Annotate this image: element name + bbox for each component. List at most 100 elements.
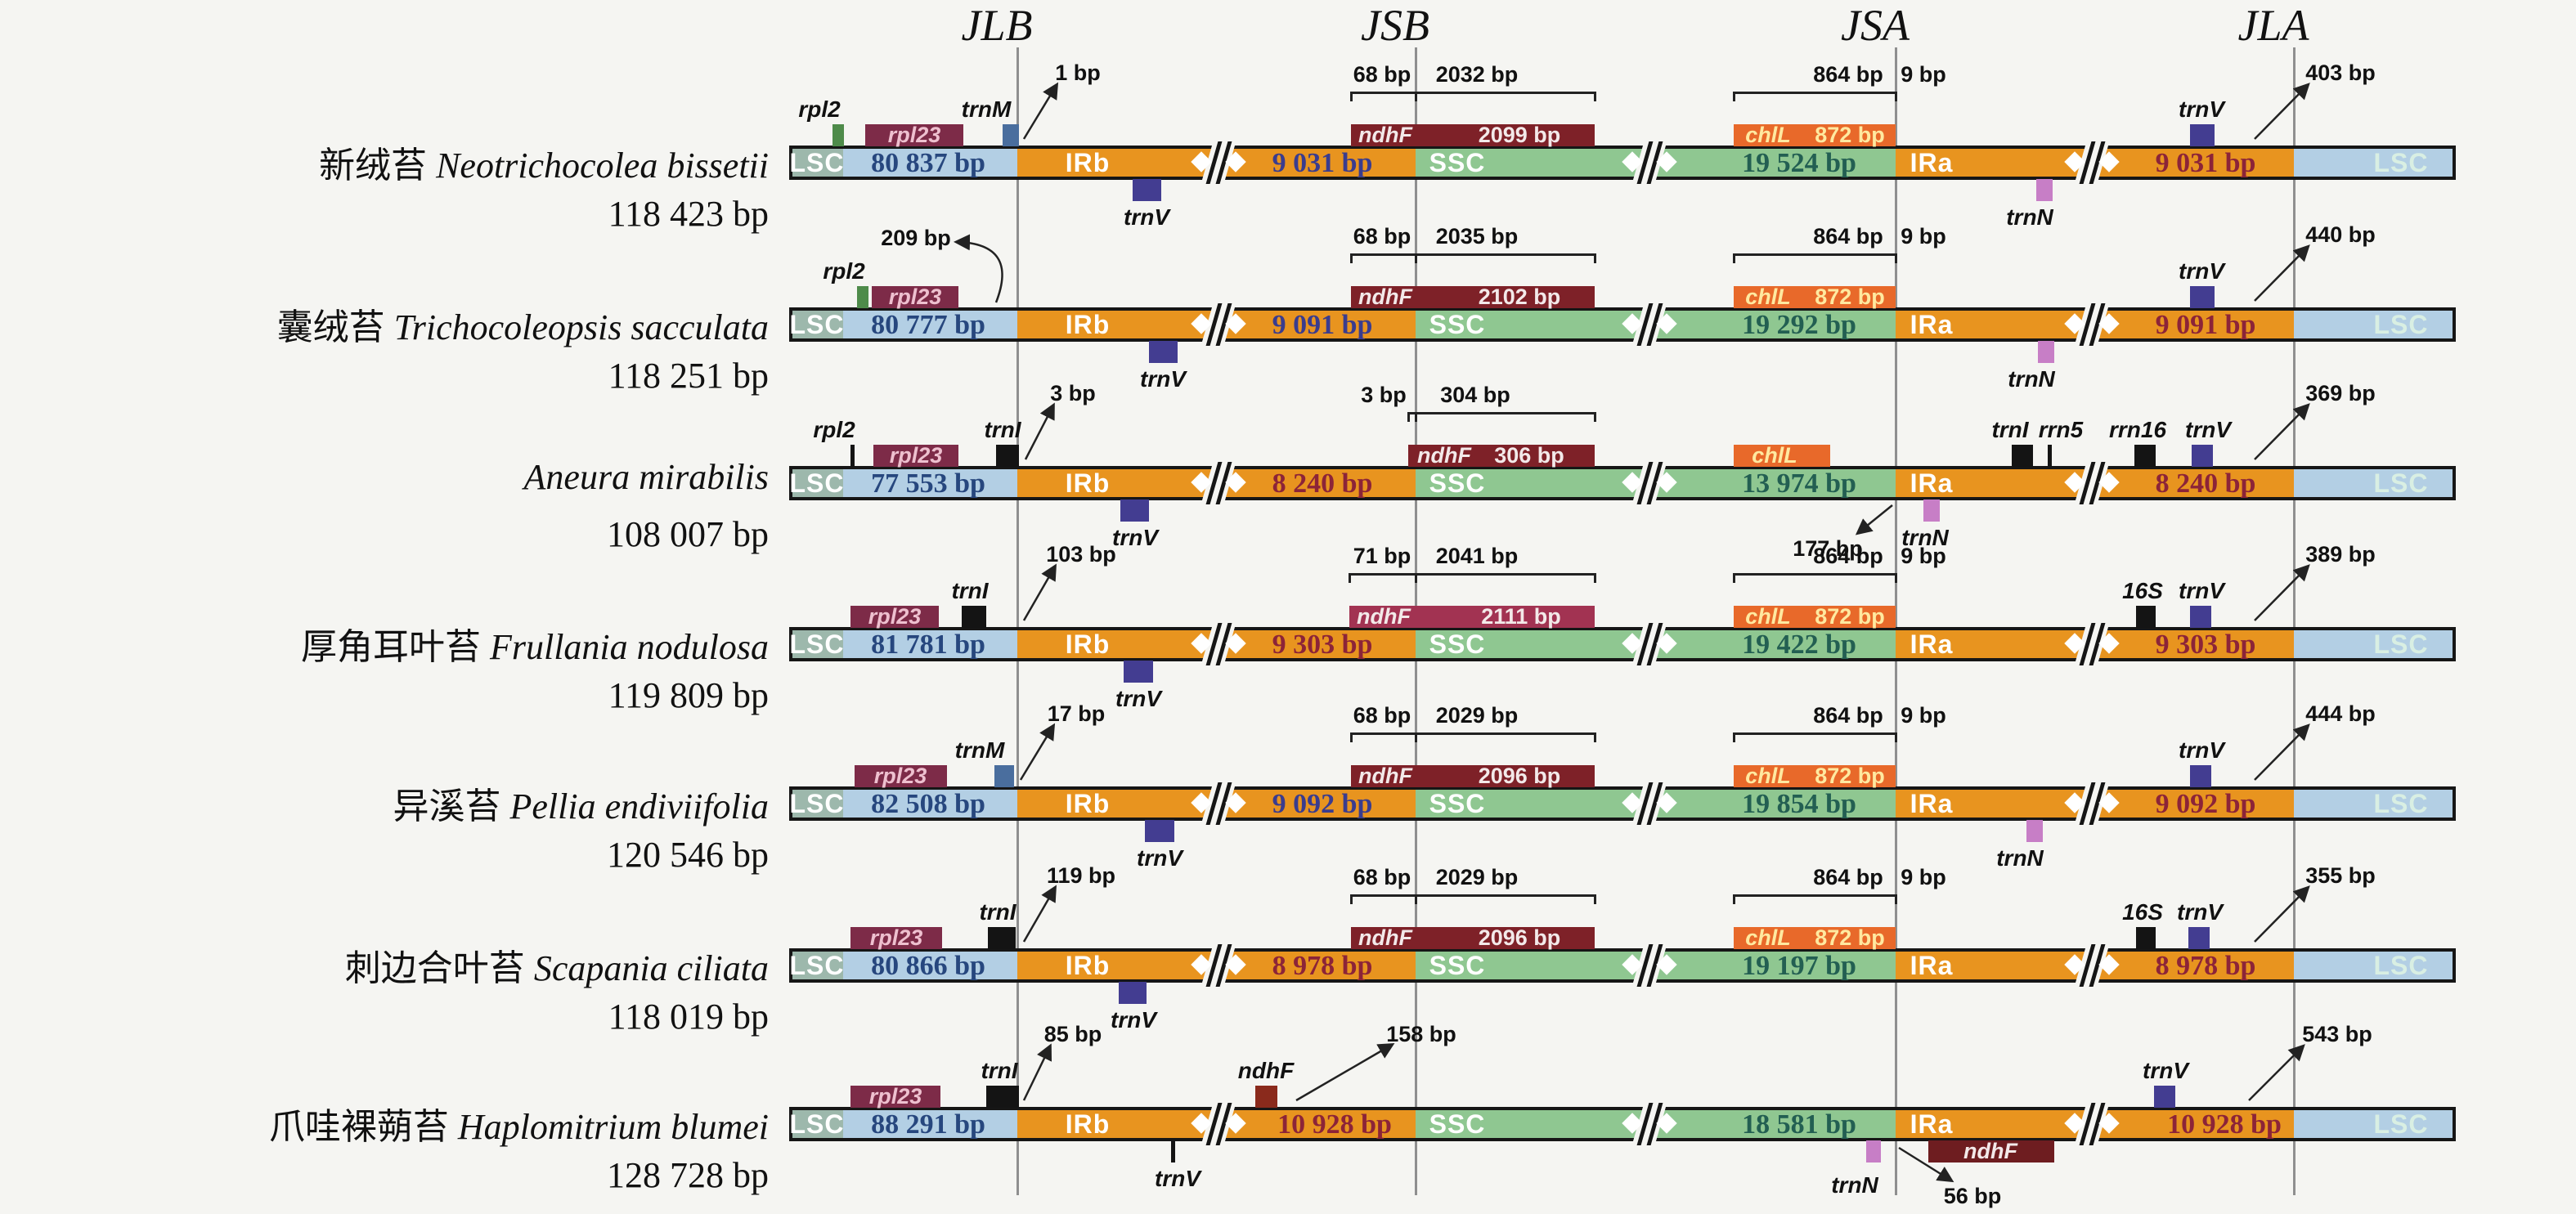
species-name-cn: 异溪苔 <box>393 786 510 827</box>
bracket-tick <box>1733 253 1735 263</box>
bar-break <box>2064 944 2120 987</box>
bar-label-irb: IRb <box>1065 629 1111 659</box>
bar-break <box>2064 782 2120 825</box>
bar-num-ir-right: 8 240 bp <box>2155 468 2256 499</box>
species-size: 119 809 bp <box>608 675 769 715</box>
bar-num-ir-left: 8 240 bp <box>1272 468 1373 499</box>
bracket-tick <box>1733 92 1735 101</box>
gene-rpl23 <box>850 927 942 949</box>
bracket-label: 68 bp <box>1353 703 1411 728</box>
gene-inner-label: ndhF <box>1358 284 1412 309</box>
bracket-tick <box>1895 894 1897 904</box>
bracket-line <box>1351 92 1595 94</box>
bar-break <box>2064 141 2120 184</box>
bracket-line <box>1734 573 1896 576</box>
gene-16S <box>2136 606 2156 628</box>
gene-label-trnV: trnV <box>2179 258 2224 284</box>
gene-rpl23 <box>850 1086 940 1108</box>
note-arrow <box>954 234 1003 303</box>
segment-lsc-right <box>2294 790 2453 818</box>
bracket-tick <box>1895 732 1897 742</box>
bracket-line <box>1349 573 1595 576</box>
note-text: 209 bp <box>881 226 951 250</box>
gene-rrn5 <box>2048 445 2052 467</box>
bar-num-ssc: 19 422 bp <box>1742 629 1856 660</box>
bar-label-irb: IRb <box>1065 951 1111 980</box>
bar-label-lsc-right: LSC <box>2373 468 2429 498</box>
gene-trnM <box>1003 124 1019 146</box>
species-name: 新绒苔 Neotrichocolea bissetii <box>16 136 769 188</box>
junction-label-JLA: JLA <box>2237 1 2309 50</box>
bracket-label: 9 bp <box>1901 62 1946 87</box>
species-size: 108 007 bp <box>607 514 769 554</box>
bar-num-ssc: 19 524 bp <box>1742 148 1856 178</box>
note-text: 103 bp <box>1046 542 1116 567</box>
gene-trnV <box>1120 499 1149 522</box>
bar-num-ir-right: 9 303 bp <box>2155 629 2256 660</box>
bar-num-ssc: 19 292 bp <box>1742 310 1856 340</box>
gene-chlL <box>1734 445 1830 467</box>
bar-num-lsc: 81 781 bp <box>871 629 985 660</box>
gene-inner-value: 2099 bp <box>1478 123 1561 147</box>
species-name: 厚角耳叶苔 Frullania nodulosa <box>16 617 769 670</box>
gene-inner-label: ndhF <box>1963 1139 2017 1163</box>
bracket-label: 9 bp <box>1901 544 1946 568</box>
gene-label-rpl2: rpl2 <box>823 258 865 284</box>
bracket-tick <box>1594 573 1596 583</box>
gene-label-trnV: trnV <box>2143 1058 2188 1083</box>
gene-inner-label: ndhF <box>1417 443 1471 468</box>
species-name-latin: Scapania ciliata <box>533 948 769 988</box>
bracket-label: 68 bp <box>1353 865 1411 889</box>
note-text: 56 bp <box>1943 1184 2002 1208</box>
segment-lsc-left <box>843 952 1017 979</box>
bar-label-ssc: SSC <box>1429 468 1486 498</box>
bracket-tick <box>1350 253 1353 263</box>
bracket-line <box>1351 253 1595 256</box>
bar-num-lsc: 77 553 bp <box>871 468 985 499</box>
bar-label-lsc-left: LSC <box>789 468 845 498</box>
bracket-tick <box>1415 894 1417 904</box>
species-name-latin: Neotrichocolea bissetii <box>436 146 769 186</box>
bracket-label: 864 bp <box>1813 62 1883 87</box>
gene-inner-label: chlL <box>1745 123 1791 147</box>
gene-label-trnV: trnV <box>1124 204 1169 230</box>
bracket-tick <box>1415 732 1417 742</box>
junction-label-JSA: JSA <box>1841 1 1910 50</box>
species-name-cn: 新绒苔 <box>319 146 437 186</box>
bar-label-irb: IRb <box>1065 1109 1111 1139</box>
gene-inner-label: ndhF <box>1357 604 1411 629</box>
species-name: 爪哇裸蒴苔 Haplomitrium blumei <box>16 1097 769 1149</box>
note-text: 177 bp <box>1793 536 1863 561</box>
bar-label-lsc-left: LSC <box>789 629 845 659</box>
species-name-cn: 刺边合叶苔 <box>344 948 534 988</box>
gene-chlL <box>1734 124 1896 146</box>
note-text: 1 bp <box>1055 60 1101 85</box>
note-text: 3 bp <box>1050 381 1096 405</box>
gene-rpl23 <box>850 606 939 628</box>
segment-lsc-left <box>843 630 1017 658</box>
bracket-tick <box>1895 253 1897 263</box>
bar-label-ira: IRa <box>1910 1109 1954 1139</box>
note-text: 369 bp <box>2305 381 2376 405</box>
bar-label-ira: IRa <box>1910 951 1954 980</box>
gene-inner-label: rpl23 <box>868 1084 922 1109</box>
segment-lsc-tag <box>792 149 843 177</box>
gene-inner-value: 2111 bp <box>1481 604 1561 629</box>
gene-label-trnV: trnV <box>1115 686 1161 711</box>
gene-trnI <box>2012 445 2033 467</box>
gene-inner-value: 872 bp <box>1815 764 1885 788</box>
gene-trnN <box>2036 179 2053 201</box>
bar-break <box>1622 623 1677 665</box>
bracket-tick <box>1407 412 1410 422</box>
gene-rpl23 <box>865 124 963 146</box>
species-name-latin: Haplomitrium blumei <box>457 1107 769 1147</box>
gene-inner-label: ndhF <box>1358 925 1412 950</box>
species-name: Aneura mirabilis <box>16 456 769 498</box>
species-name-cn: 爪哇裸蒴苔 <box>268 1107 458 1147</box>
gene-inner-label: rpl23 <box>869 925 923 950</box>
gene-label-trnV: trnV <box>2179 96 2224 122</box>
species-name: 刺边合叶苔 Scapania ciliata <box>16 938 769 991</box>
bar-label-ira: IRa <box>1910 310 1954 339</box>
note-arrow <box>2254 885 2310 943</box>
